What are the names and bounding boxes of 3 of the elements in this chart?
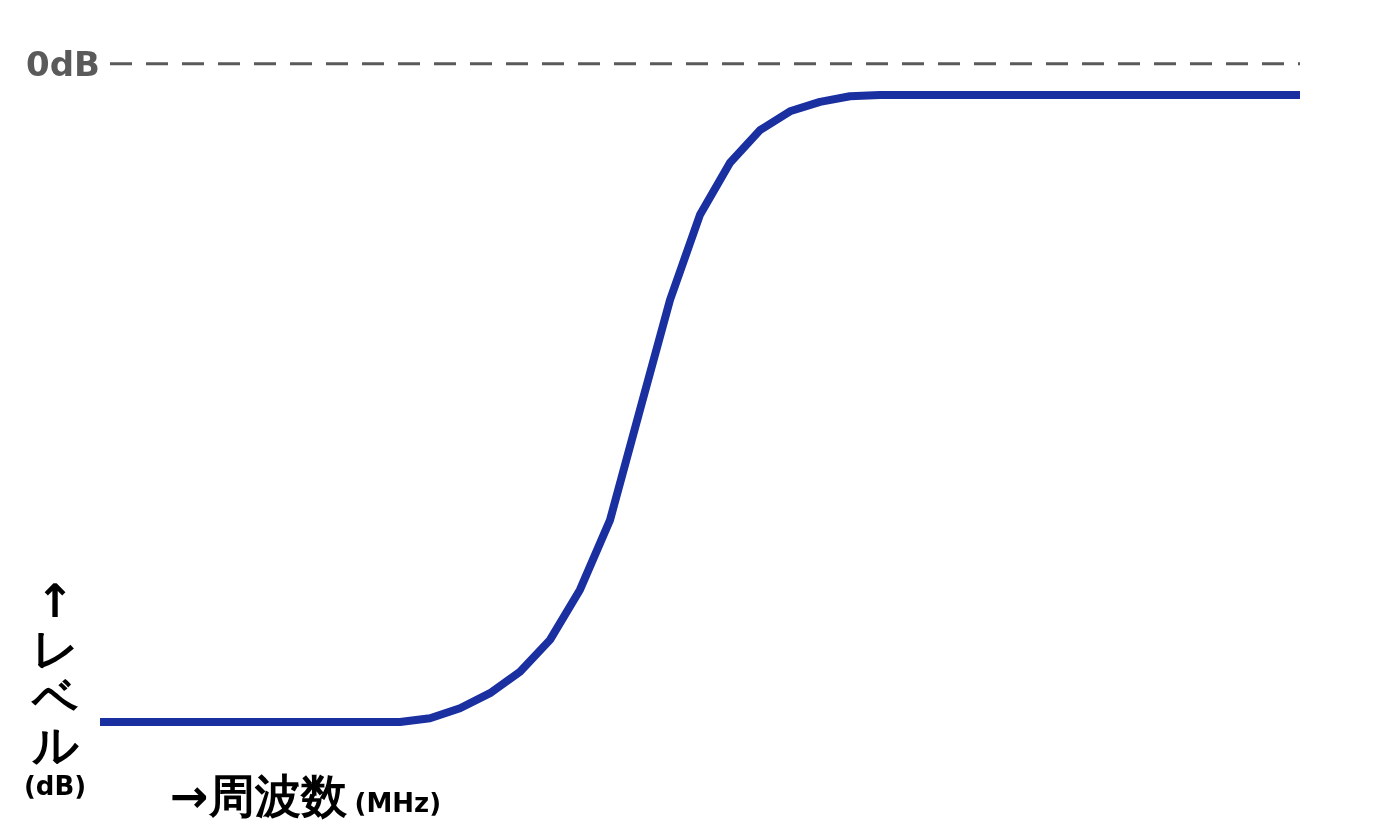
x-axis-title: →周波数(MHz) [170,769,442,820]
y-axis-title: ↑レベル(dB) [23,574,87,801]
ref-line-label: 0dB [26,43,100,84]
